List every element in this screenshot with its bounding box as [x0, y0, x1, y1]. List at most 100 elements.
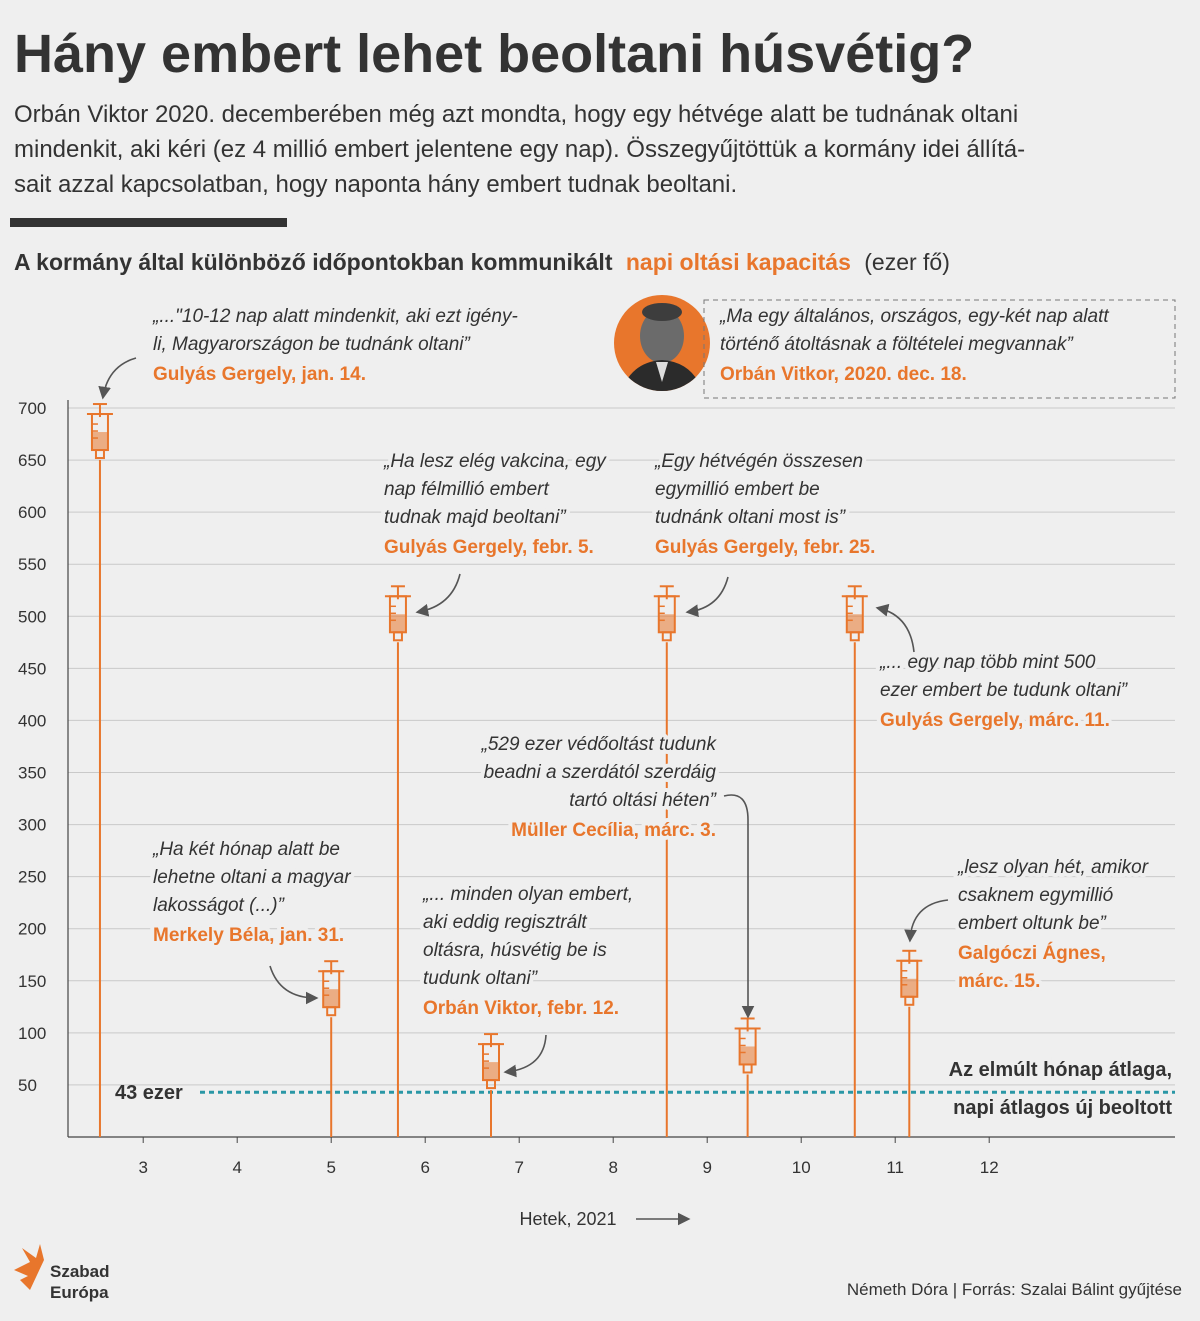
y-tick-label: 600 — [18, 503, 46, 522]
quote-speaker: Gulyás Gergely, márc. 11. — [880, 710, 1110, 731]
y-tick-label: 550 — [18, 555, 46, 574]
quote-speaker: Gulyás Gergely, jan. 14. — [153, 364, 366, 385]
logo-text: Európa — [50, 1283, 109, 1302]
quote-line: lakosságot (...)” — [153, 895, 286, 916]
x-axis-label: Hetek, 2021 — [519, 1209, 616, 1229]
hub — [661, 631, 672, 642]
y-tick-label: 350 — [18, 764, 46, 783]
liquid — [323, 989, 340, 1008]
syringe — [841, 585, 868, 1137]
quote-line: oltásra, húsvétig be is — [423, 940, 607, 961]
quote-line: tudunk oltani” — [423, 968, 539, 989]
plot: 43 ezer Az elmúlt hónap átlaga, napi átlag… — [86, 403, 1176, 1137]
quote-line: tartó oltási héten” — [569, 790, 717, 811]
hub — [326, 1006, 337, 1017]
quote-line: lehetne oltani a magyar — [153, 867, 351, 888]
quote-line: „Ha lesz elég vakcina, egy — [383, 451, 607, 472]
syringe — [896, 949, 923, 1137]
grid: 50 100 150 200 250 300 350 400 450 500 550 600 650 70… — [18, 399, 1175, 1229]
syringe — [318, 960, 345, 1137]
syringe — [478, 1033, 504, 1137]
hub — [849, 631, 860, 642]
chart-title-highlight: napi oltási kapacitás — [626, 249, 851, 275]
y-tick-label: 150 — [18, 972, 46, 991]
y-tick-label: 300 — [18, 816, 46, 835]
quote-line: tudnánk oltani most is” — [655, 507, 847, 528]
intro-line: mindenkit, aki kéri (ez 4 millió embert … — [14, 136, 1025, 163]
y-tick-label: 250 — [18, 868, 46, 887]
syringe — [734, 1017, 761, 1137]
quote-line: embert oltunk be” — [958, 913, 1108, 934]
y-tick-label: 400 — [18, 711, 46, 730]
y-tick-label: 200 — [18, 920, 46, 939]
quote-line: nap félmillió embert — [384, 479, 549, 500]
hub — [742, 1063, 753, 1074]
chart-title: A kormány által különböző időpontokban k… — [14, 249, 950, 275]
syringe — [384, 585, 411, 1137]
quote-speaker: Galgóczi Ágnes, — [958, 942, 1106, 964]
x-tick-label: 6 — [420, 1158, 429, 1177]
x-tick-label: 11 — [886, 1158, 904, 1177]
quote-line: li, Magyarországon be tudnánk oltani” — [153, 334, 472, 355]
hub — [94, 449, 105, 460]
y-tick-label: 450 — [18, 659, 46, 678]
syringe — [86, 403, 113, 1137]
chart-title-unit: (ezer fő) — [864, 249, 950, 275]
quote-line: ezer embert be tudunk oltani” — [880, 680, 1129, 701]
y-tick-label: 100 — [18, 1024, 46, 1043]
x-tick-label: 4 — [232, 1158, 241, 1177]
x-tick-label: 10 — [792, 1158, 811, 1177]
x-tick-label: 8 — [608, 1158, 617, 1177]
logo-text: Szabad — [50, 1262, 110, 1281]
quote-line: aki eddig regisztrált — [423, 912, 587, 933]
quote-speaker: márc. 15. — [958, 971, 1040, 992]
chart-title-part: A kormány által különböző időpontokban k… — [14, 249, 613, 275]
quote-speaker: Gulyás Gergely, febr. 5. — [384, 537, 594, 558]
y-tick-label: 500 — [18, 607, 46, 626]
liquid — [901, 978, 918, 997]
logo: Szabad Európa — [14, 1244, 110, 1302]
arrows — [98, 357, 949, 1226]
quote-speaker: Müller Cecília, márc. 3. — [511, 820, 716, 841]
quote-line: beadni a szerdától szerdáig — [484, 762, 717, 783]
quote-line: „Egy hétvégén összesen — [654, 451, 863, 472]
quote-line: egymillió embert be — [655, 479, 820, 500]
hub — [392, 631, 403, 642]
quote-speaker: Orbán Viktor, febr. 12. — [423, 998, 619, 1019]
quote-line: „Ma egy általános, országos, egy-két nap… — [719, 306, 1109, 327]
liquid — [846, 614, 863, 633]
x-tick-label: 9 — [702, 1158, 711, 1177]
intro: Orbán Viktor 2020. decemberében még azt … — [14, 101, 1025, 198]
average-label: 43 ezer — [115, 1082, 183, 1104]
quote-line: „529 ezer védőoltást tudunk — [481, 734, 718, 755]
intro-line: Orbán Viktor 2020. decemberében még azt … — [14, 101, 1018, 128]
portrait — [614, 295, 710, 391]
liquid — [483, 1062, 499, 1081]
x-tick-label: 7 — [514, 1158, 523, 1177]
quote-line: csaknem egymillió — [958, 885, 1114, 906]
x-tick-label: 3 — [138, 1158, 147, 1177]
quote-line: „lesz olyan hét, amikor — [957, 857, 1149, 878]
quote-line: történő átoltásnak a föltételei megvanna… — [720, 334, 1074, 355]
divider — [10, 218, 287, 227]
intro-line: sait azzal kapcsolatban, hogy naponta há… — [14, 171, 737, 198]
quote-line: tudnak majd beoltani” — [384, 507, 567, 528]
liquid — [739, 1046, 756, 1065]
y-tick-label: 700 — [18, 399, 46, 418]
quote-line: „... egy nap több mint 500 — [879, 652, 1096, 673]
liquid — [658, 614, 675, 633]
quote-speaker: Gulyás Gergely, febr. 25. — [655, 537, 875, 558]
y-tick-label: 50 — [18, 1076, 37, 1095]
quote-line: „... minden olyan embert, — [422, 884, 633, 905]
quote-line: „..."10-12 nap alatt mindenkit, aki ezt … — [152, 306, 518, 327]
hub — [486, 1079, 496, 1090]
average-note: Az elmúlt hónap átlaga, — [949, 1059, 1172, 1081]
average-note: napi átlagos új beoltott — [953, 1097, 1172, 1119]
credit: Németh Dóra | Forrás: Szalai Bálint gyűj… — [847, 1280, 1182, 1299]
syringe — [653, 585, 680, 1137]
x-tick-label: 5 — [326, 1158, 335, 1177]
quote-speaker: Orbán Vitkor, 2020. dec. 18. — [720, 364, 967, 385]
liquid — [91, 432, 108, 451]
page-title: Hány embert lehet beoltani húsvétig? — [14, 24, 974, 84]
